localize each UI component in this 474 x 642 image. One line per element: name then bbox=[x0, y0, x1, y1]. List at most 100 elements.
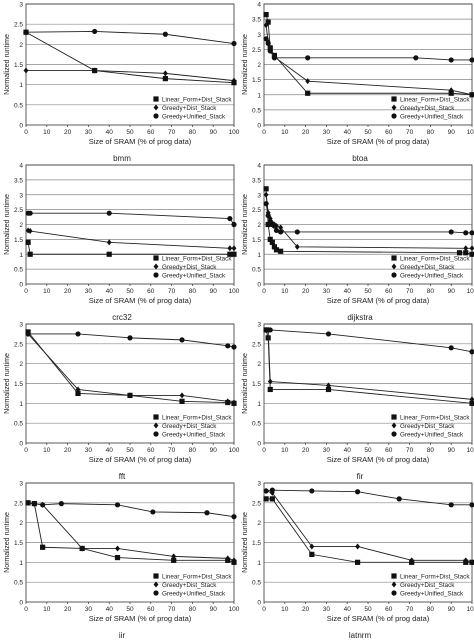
x-tick-label: 40 bbox=[106, 447, 114, 454]
data-point bbox=[231, 557, 237, 564]
legend-label: Linear_Form+Dist_Stack bbox=[162, 256, 232, 263]
x-tick-label: 0 bbox=[262, 447, 266, 454]
legend-label: Greedy+Dist_Stack bbox=[162, 423, 217, 430]
y-tick-label: 2.5 bbox=[252, 341, 261, 348]
data-point bbox=[31, 501, 37, 507]
data-point bbox=[355, 543, 360, 550]
x-tick-label: 20 bbox=[302, 447, 310, 454]
chart-panel-bmm: 00.511.522.530 10 20 30 40 50 60 70 80 90 100Norma… bbox=[4, 2, 240, 164]
legend-label: Greedy+Dist_Stack bbox=[162, 264, 217, 271]
legend-marker bbox=[153, 255, 159, 261]
legend-marker bbox=[153, 113, 159, 119]
legend-marker bbox=[153, 422, 159, 429]
data-point bbox=[231, 77, 237, 84]
y-tick-label: 1.5 bbox=[252, 540, 261, 547]
data-point bbox=[271, 244, 277, 250]
x-tick-label: 90 bbox=[448, 606, 456, 613]
x-tick-label: 30 bbox=[85, 447, 93, 454]
series-line bbox=[28, 502, 235, 518]
data-point bbox=[278, 248, 284, 254]
x-tick-label: 70 bbox=[168, 447, 176, 454]
data-point bbox=[469, 230, 474, 236]
chart-title: bmm bbox=[113, 154, 131, 163]
legend-label: Greedy+Unified_Stack bbox=[162, 432, 226, 439]
x-tick-label: 50 bbox=[364, 129, 372, 136]
legend-marker bbox=[153, 590, 159, 596]
chart-panel-iir: 00.511.522.530 10 20 30 40 50 60 70 80 90 100Norma… bbox=[4, 481, 240, 641]
data-point bbox=[448, 229, 454, 235]
y-axis-label: Normalized runtime bbox=[242, 353, 249, 414]
y-axis-label: Normalized runtime bbox=[4, 353, 11, 414]
x-tick-label: 20 bbox=[302, 288, 310, 295]
x-tick-label: 80 bbox=[189, 288, 197, 295]
chart-title: fft bbox=[119, 472, 126, 481]
data-point bbox=[267, 386, 273, 393]
legend-label: Linear_Form+Dist_Stack bbox=[400, 415, 470, 422]
series-line bbox=[28, 502, 235, 563]
chart-title: fir bbox=[357, 472, 364, 481]
legend-label: Greedy+Unified_Stack bbox=[400, 273, 464, 280]
y-tick-label: 3.5 bbox=[252, 17, 261, 24]
data-point bbox=[179, 337, 185, 343]
x-tick-label: 20 bbox=[302, 606, 310, 613]
legend-label: Greedy+Dist_Stack bbox=[400, 264, 455, 271]
x-tick-label: 0 bbox=[24, 447, 28, 454]
data-point bbox=[271, 55, 277, 61]
x-tick-label: 50 bbox=[126, 129, 134, 136]
data-point bbox=[40, 502, 46, 508]
legend-label: Linear_Form+Dist_Stack bbox=[400, 256, 470, 263]
chart-title: btoa bbox=[352, 154, 368, 163]
x-tick-label: 0 bbox=[24, 606, 28, 613]
legend-marker bbox=[391, 422, 397, 429]
data-point bbox=[448, 345, 454, 351]
x-tick-label: 60 bbox=[385, 129, 393, 136]
data-point bbox=[263, 201, 269, 207]
x-tick-label: 20 bbox=[64, 447, 72, 454]
data-point bbox=[179, 392, 185, 399]
data-point bbox=[469, 91, 474, 98]
x-tick-label: 100 bbox=[229, 606, 240, 613]
chart-panel-crc32: 00.511.522.533.540 10 20 30 40 50 60 70 80 90 100N… bbox=[4, 163, 240, 323]
x-tick-label: 100 bbox=[467, 129, 474, 136]
x-tick-label: 50 bbox=[364, 606, 372, 613]
series-line bbox=[265, 14, 473, 96]
legend-marker bbox=[153, 573, 159, 579]
data-point bbox=[396, 496, 402, 502]
series-line bbox=[265, 203, 472, 234]
x-tick-label: 80 bbox=[427, 129, 435, 136]
legend-label: Greedy+Dist_Stack bbox=[162, 582, 217, 589]
x-tick-label: 90 bbox=[448, 288, 456, 295]
x-tick-label: 80 bbox=[189, 129, 197, 136]
data-point bbox=[171, 557, 177, 563]
data-point bbox=[92, 67, 98, 74]
data-point bbox=[267, 236, 273, 242]
legend-marker bbox=[153, 581, 159, 588]
data-point bbox=[114, 554, 121, 561]
x-tick-label: 100 bbox=[229, 288, 240, 295]
x-tick-label: 70 bbox=[406, 129, 414, 136]
data-point bbox=[231, 399, 237, 406]
data-point bbox=[263, 36, 269, 42]
data-point bbox=[309, 543, 315, 550]
data-point bbox=[75, 390, 81, 397]
y-tick-label: 2.5 bbox=[252, 500, 261, 507]
data-point bbox=[469, 57, 474, 63]
data-point bbox=[265, 212, 271, 219]
y-tick-label: 1.5 bbox=[14, 62, 23, 69]
series-line bbox=[26, 70, 235, 82]
x-axis-label: Size of SRAM (% of prog data) bbox=[89, 455, 192, 464]
legend-label: Greedy+Unified_Stack bbox=[162, 591, 226, 598]
data-point bbox=[448, 87, 454, 94]
data-point bbox=[469, 559, 474, 566]
x-tick-label: 60 bbox=[385, 288, 393, 295]
x-tick-label: 80 bbox=[427, 288, 435, 295]
chart-title: dijkstra bbox=[347, 313, 373, 322]
x-tick-label: 50 bbox=[126, 606, 134, 613]
x-tick-label: 10 bbox=[281, 606, 289, 613]
y-tick-label: 0 bbox=[19, 441, 23, 448]
y-tick-label: 2 bbox=[19, 42, 23, 49]
